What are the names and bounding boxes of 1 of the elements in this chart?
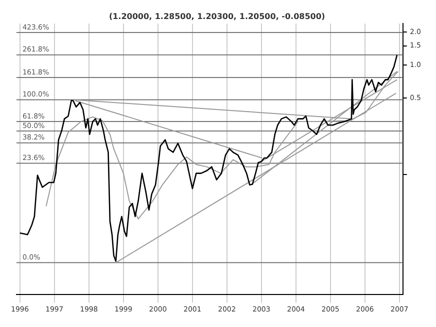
chart-title: (1.20000, 1.28500, 1.20300, 1.20500, -0.08500)	[108, 12, 326, 21]
